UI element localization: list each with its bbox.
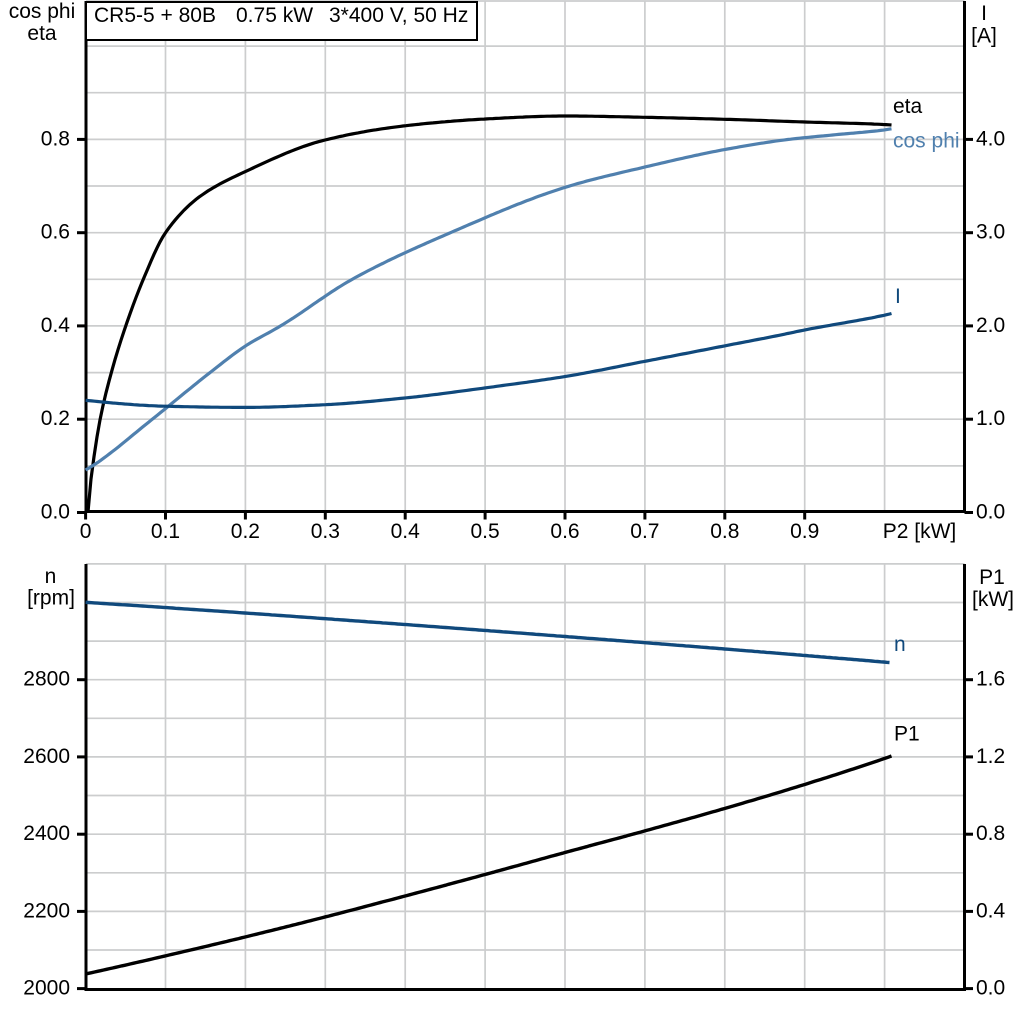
svg-text:0.0: 0.0 xyxy=(976,501,1005,524)
svg-text:0.75 kW: 0.75 kW xyxy=(236,4,313,27)
svg-text:0.2: 0.2 xyxy=(231,520,260,543)
svg-text:0.4: 0.4 xyxy=(976,899,1006,922)
svg-text:2600: 2600 xyxy=(23,745,70,768)
svg-text:[rpm]: [rpm] xyxy=(27,587,75,610)
svg-text:1.0: 1.0 xyxy=(976,407,1005,430)
svg-text:CR5-5 + 80B: CR5-5 + 80B xyxy=(94,4,216,27)
svg-text:0.4: 0.4 xyxy=(391,520,421,543)
svg-text:0.3: 0.3 xyxy=(311,520,340,543)
svg-text:0.8: 0.8 xyxy=(41,127,70,150)
svg-text:1.6: 1.6 xyxy=(976,668,1005,691)
svg-text:1.2: 1.2 xyxy=(976,745,1005,768)
svg-text:2400: 2400 xyxy=(23,822,70,845)
svg-text:P1: P1 xyxy=(894,723,920,746)
svg-text:[A]: [A] xyxy=(971,25,997,48)
svg-text:0.4: 0.4 xyxy=(41,314,71,337)
svg-text:n: n xyxy=(894,633,906,656)
svg-text:0.8: 0.8 xyxy=(710,520,739,543)
svg-text:eta: eta xyxy=(27,22,57,45)
svg-text:0.0: 0.0 xyxy=(41,501,70,524)
svg-text:3.0: 3.0 xyxy=(976,221,1005,244)
svg-text:0: 0 xyxy=(80,520,92,543)
svg-text:2.0: 2.0 xyxy=(976,314,1005,337)
svg-text:P1: P1 xyxy=(979,566,1005,589)
svg-text:0.9: 0.9 xyxy=(790,520,819,543)
svg-text:I: I xyxy=(895,285,901,308)
svg-text:0.0: 0.0 xyxy=(976,977,1005,1000)
svg-text:0.5: 0.5 xyxy=(470,520,499,543)
svg-text:P2 [kW]: P2 [kW] xyxy=(883,520,957,543)
svg-text:n: n xyxy=(45,565,57,588)
svg-text:cos phi: cos phi xyxy=(9,0,76,23)
svg-text:0.1: 0.1 xyxy=(151,520,180,543)
svg-text:0.8: 0.8 xyxy=(976,822,1005,845)
svg-text:I: I xyxy=(981,2,987,25)
svg-text:0.6: 0.6 xyxy=(41,221,70,244)
svg-text:eta: eta xyxy=(893,95,923,118)
svg-text:2000: 2000 xyxy=(23,977,70,1000)
svg-text:0.7: 0.7 xyxy=(630,520,659,543)
svg-text:3*400 V, 50 Hz: 3*400 V, 50 Hz xyxy=(329,4,468,27)
svg-text:0.6: 0.6 xyxy=(550,520,579,543)
svg-text:cos phi: cos phi xyxy=(893,130,960,153)
svg-text:4.0: 4.0 xyxy=(976,127,1005,150)
svg-text:2800: 2800 xyxy=(23,668,70,691)
svg-text:[kW]: [kW] xyxy=(972,588,1014,611)
svg-text:2200: 2200 xyxy=(23,899,70,922)
svg-text:0.2: 0.2 xyxy=(41,407,70,430)
